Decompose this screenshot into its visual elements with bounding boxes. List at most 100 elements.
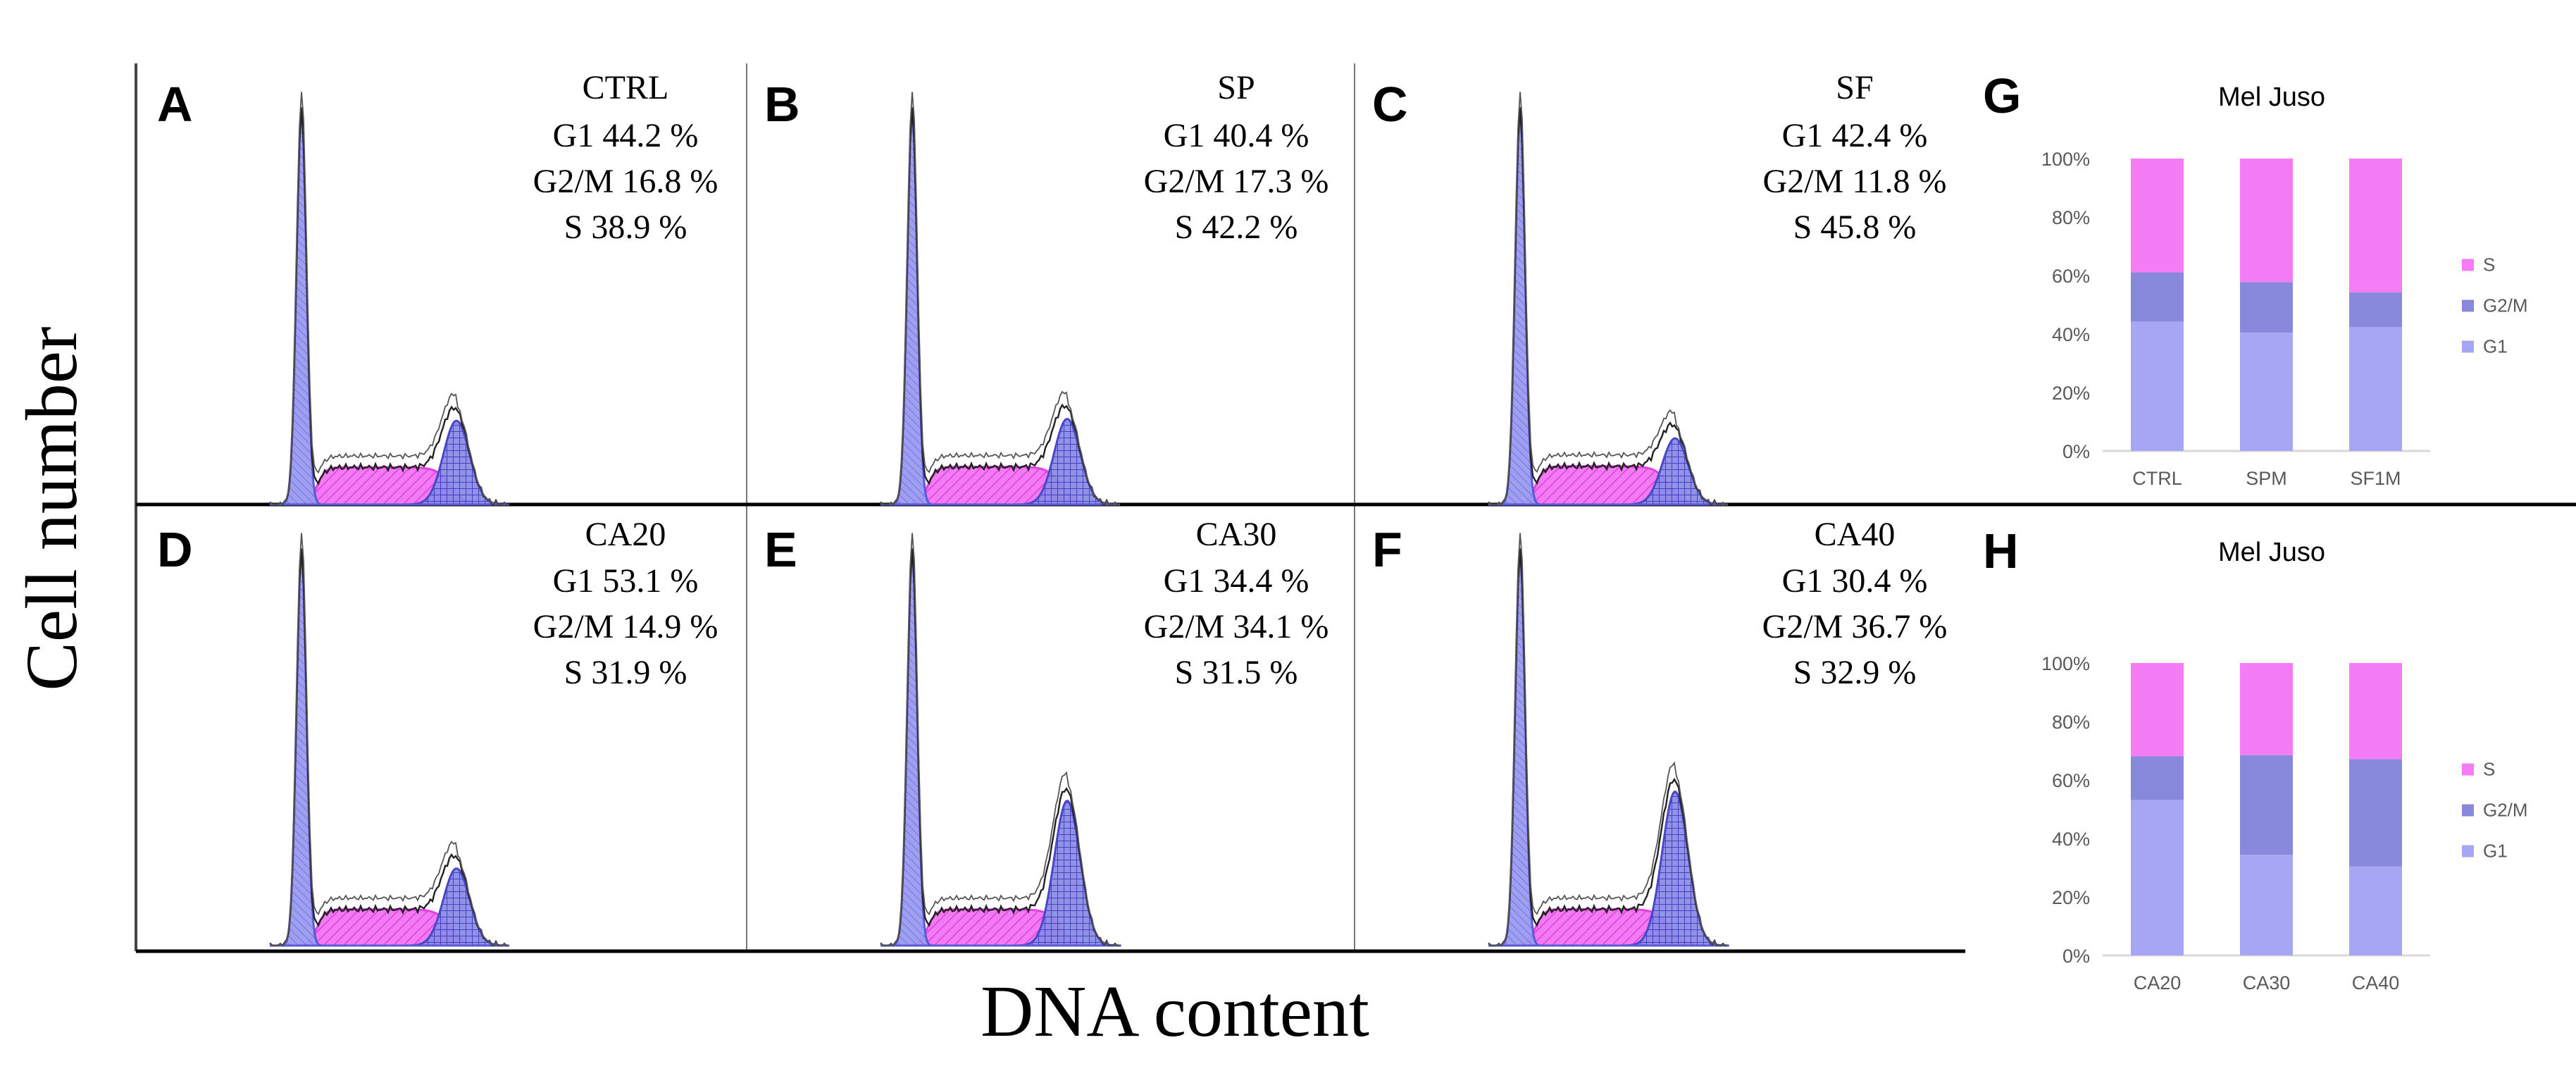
dna-histogram [880,533,1121,947]
legend-swatch [2462,845,2474,858]
panel-g2m-line: G2/M 11.8 % [1763,163,1947,200]
y-tick-label: 80% [2052,712,2090,733]
dna-histogram [880,92,1120,506]
fit-trace [269,533,509,947]
g1-peak [270,113,509,506]
histogram-panel-d: D CA20 G1 53.1 % G2/M 14.9 % S 31.9 % [157,516,718,947]
bar-panel-h: H Mel Juso 0% 20% 40% 60% 80% 100% CA20 CA30 CA4… [1983,524,2528,993]
histogram-panel-e: E CA30 G1 34.4 % G2/M 34.1 % S 31.5 % [764,516,1329,947]
bar-segment-g1 [2240,855,2293,955]
bar-segment-g2m [2349,759,2402,867]
x-tick-label: CTRL [2132,468,2182,489]
panel-condition: CA40 [1815,516,1896,553]
histogram-panel-a: A CTRL G1 44.2 % G2/M 16.8 % S 38.9 % [157,69,718,506]
stacked-bar-chart: 0% 20% 40% 60% 80% 100% CA20 CA30 CA40 S G2/M G1 [2041,653,2528,993]
bar-segment-g1 [2349,866,2402,955]
panel-s-line: S 32.9 % [1793,654,1917,691]
g1-peak [270,554,509,947]
histogram-panel-b: B SP G1 40.4 % G2/M 17.3 % S 42.2 % [764,69,1329,506]
y-tick-label: 100% [2041,149,2090,170]
panel-g1-line: G1 40.4 % [1164,117,1309,154]
panel-letter: G [1983,68,2021,123]
chart-title: Mel Juso [2218,538,2325,567]
panel-condition: SP [1217,69,1255,106]
bar-segment-g1 [2240,333,2293,451]
panel-letter: D [157,522,193,577]
legend-label: S [2483,759,2495,780]
panel-g1-line: G1 30.4 % [1782,562,1928,600]
x-tick-label: SPM [2246,468,2287,489]
panel-s-line: S 45.8 % [1793,209,1917,246]
panel-g1-line: G1 42.4 % [1782,117,1928,154]
histogram-grid [135,63,2576,953]
y-tick-label: 80% [2052,207,2090,228]
legend-swatch [2462,340,2474,353]
dna-histogram [269,92,509,506]
y-axis-label: Cell number [11,326,92,691]
y-tick-label: 100% [2041,653,2090,674]
bar-segment-g1 [2131,321,2184,451]
panel-s-line: S 38.9 % [564,209,687,246]
panel-letter: C [1372,77,1408,132]
y-tick-label: 40% [2052,324,2090,345]
dna-histogram [1488,533,1729,947]
panel-condition: CA20 [585,516,666,553]
panel-condition: SF [1836,69,1873,106]
y-tick-label: 40% [2052,829,2090,850]
y-tick-label: 0% [2062,441,2090,462]
panel-g2m-line: G2/M 34.1 % [1144,608,1329,645]
panel-g2m-line: G2/M 14.9 % [533,608,718,645]
fit-trace [880,92,1119,506]
panel-letter: F [1372,522,1402,577]
bar-segment-g2m [2131,272,2184,322]
panel-g1-line: G1 53.1 % [553,562,699,600]
legend-label: G1 [2483,841,2508,862]
bar-segment-g2m [2131,756,2184,800]
dna-histogram [1488,92,1728,506]
histogram-panel-c: C SF G1 42.4 % G2/M 11.8 % S 45.8 % [1372,69,1947,506]
chart-title: Mel Juso [2218,82,2325,112]
panel-g1-line: G1 44.2 % [553,117,699,154]
histogram-panel-f: F CA40 G1 30.4 % G2/M 36.7 % S 32.9 % [1372,516,1947,947]
bar-segment-s [2349,663,2402,760]
bar-segment-g2m [2349,292,2402,328]
bar-segment-s [2240,663,2293,755]
legend-swatch [2462,763,2474,776]
fit-trace [880,533,1119,947]
panel-condition: CTRL [583,69,669,106]
legend-label: G2/M [2483,295,2528,316]
fit-trace [269,92,509,506]
panel-condition: CA30 [1196,516,1277,553]
legend-swatch [2462,259,2474,271]
panel-g2m-line: G2/M 17.3 % [1144,163,1329,200]
panel-g2m-line: G2/M 16.8 % [533,163,718,200]
legend-swatch [2462,804,2474,817]
panel-letter: H [1983,524,2019,578]
bar-segment-s [2131,159,2184,273]
y-tick-label: 20% [2052,383,2090,404]
bar-panel-g: G Mel Juso 0% 20% 40% 60% 80% 100% CTRL SPM SF1M… [1983,68,2528,489]
legend-label: S [2483,254,2495,276]
panel-g1-line: G1 34.4 % [1164,562,1309,600]
bar-segment-g2m [2240,755,2293,855]
x-axis-label: DNA content [981,971,1369,1052]
panel-s-line: S 31.5 % [1175,654,1298,691]
legend-swatch [2462,299,2474,312]
bar-segment-s [2240,159,2293,283]
y-tick-label: 60% [2052,770,2090,791]
legend-label: G1 [2483,336,2508,357]
fit-trace [1488,92,1727,506]
panel-s-line: S 31.9 % [564,654,687,691]
y-tick-label: 20% [2052,887,2090,908]
g1-peak [881,113,1120,506]
bar-segment-g1 [2349,327,2402,451]
y-tick-label: 0% [2062,946,2090,967]
x-tick-label: CA30 [2243,972,2291,993]
stacked-bar-chart: 0% 20% 40% 60% 80% 100% CTRL SPM SF1M S G2/M G1 [2041,149,2528,489]
g1-peak [1488,113,1728,506]
panel-s-line: S 42.2 % [1175,209,1298,246]
panel-letter: A [157,77,193,132]
legend-label: G2/M [2483,800,2528,821]
bar-segment-g2m [2240,282,2293,333]
x-tick-label: SF1M [2350,468,2401,489]
